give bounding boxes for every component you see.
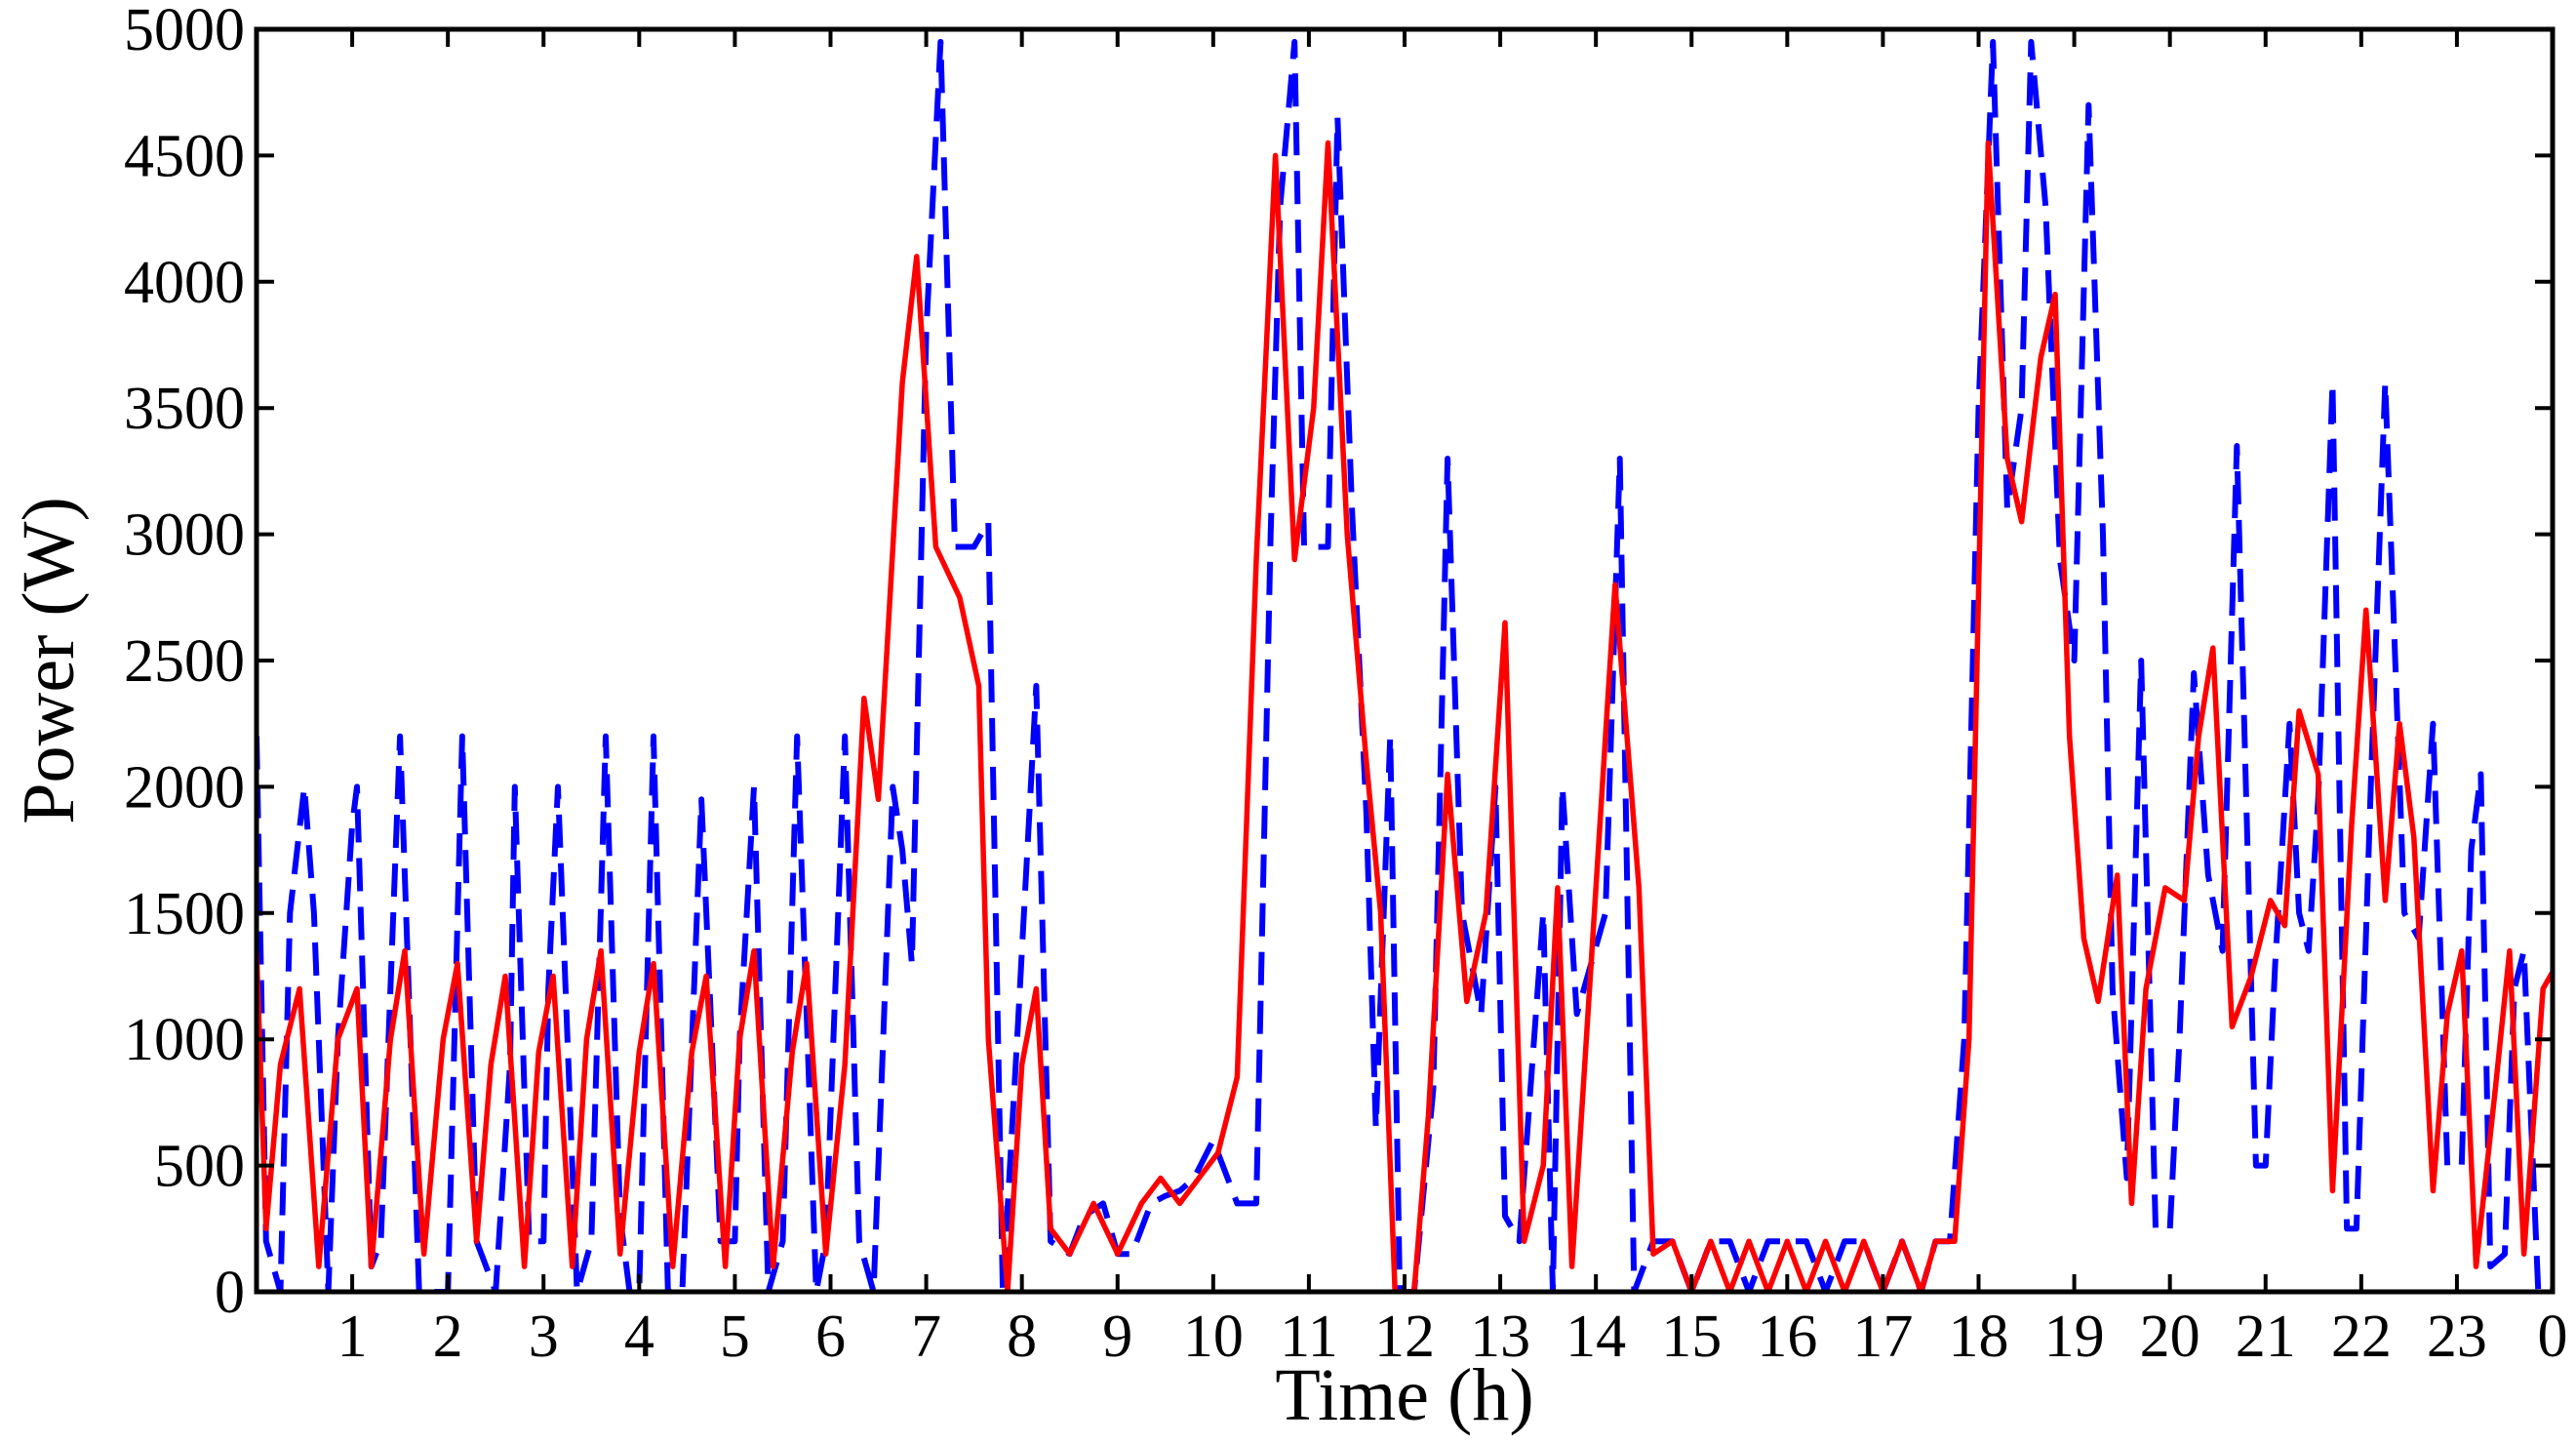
y-tick-label: 1500 bbox=[124, 881, 245, 947]
x-tick-label: 16 bbox=[1757, 1304, 1817, 1370]
x-tick-label: 0 bbox=[2538, 1304, 2568, 1370]
x-tick-label: 14 bbox=[1565, 1304, 1626, 1370]
y-tick-label: 2500 bbox=[124, 628, 245, 695]
y-tick-label: 5000 bbox=[124, 0, 245, 63]
y-tick-label: 4000 bbox=[124, 250, 245, 316]
x-tick-label: 4 bbox=[624, 1304, 654, 1370]
ticks-layer: 1 2 3 4 5 6 7 8 9 10 11 12 13 14 15 16 17 18 19 20 21 22 23 005… bbox=[124, 0, 2568, 1370]
x-tick-label: 10 bbox=[1183, 1304, 1244, 1370]
x-tick-label: 6 bbox=[815, 1304, 846, 1370]
y-tick-label: 2000 bbox=[124, 754, 245, 821]
x-tick-label: 2 bbox=[433, 1304, 463, 1370]
y-axis-label: Power (W) bbox=[8, 497, 90, 824]
series-line-blue-dashed bbox=[257, 38, 2553, 1292]
x-tick-label: 1 bbox=[337, 1304, 368, 1370]
y-tick-label: 3000 bbox=[124, 502, 245, 569]
x-tick-label: 21 bbox=[2236, 1304, 2296, 1370]
y-tick-label: 0 bbox=[215, 1260, 245, 1326]
x-tick-label: 18 bbox=[1949, 1304, 2009, 1370]
y-tick-label: 4500 bbox=[124, 123, 245, 189]
x-tick-label: 15 bbox=[1661, 1304, 1722, 1370]
series-line-red-solid bbox=[257, 140, 2553, 1292]
y-tick-label: 1000 bbox=[124, 1007, 245, 1073]
x-tick-label: 3 bbox=[529, 1304, 559, 1370]
x-tick-label: 8 bbox=[1007, 1304, 1037, 1370]
x-tick-label: 22 bbox=[2331, 1304, 2392, 1370]
x-tick-label: 23 bbox=[2427, 1304, 2487, 1370]
x-tick-label: 20 bbox=[2140, 1304, 2200, 1370]
x-tick-label: 17 bbox=[1852, 1304, 1913, 1370]
x-tick-label: 19 bbox=[2044, 1304, 2105, 1370]
y-tick-label: 3500 bbox=[124, 376, 245, 442]
x-tick-label: 12 bbox=[1374, 1304, 1435, 1370]
x-tick-label: 13 bbox=[1470, 1304, 1530, 1370]
x-axis-label: Time (h) bbox=[1275, 1354, 1533, 1436]
y-tick-label: 500 bbox=[154, 1134, 245, 1200]
x-tick-label: 7 bbox=[911, 1304, 941, 1370]
plot-frame bbox=[254, 26, 2556, 1295]
series-layer bbox=[257, 38, 2553, 1292]
x-tick-label: 11 bbox=[1280, 1304, 1338, 1370]
x-tick-label: 5 bbox=[720, 1304, 750, 1370]
x-tick-label: 9 bbox=[1102, 1304, 1132, 1370]
